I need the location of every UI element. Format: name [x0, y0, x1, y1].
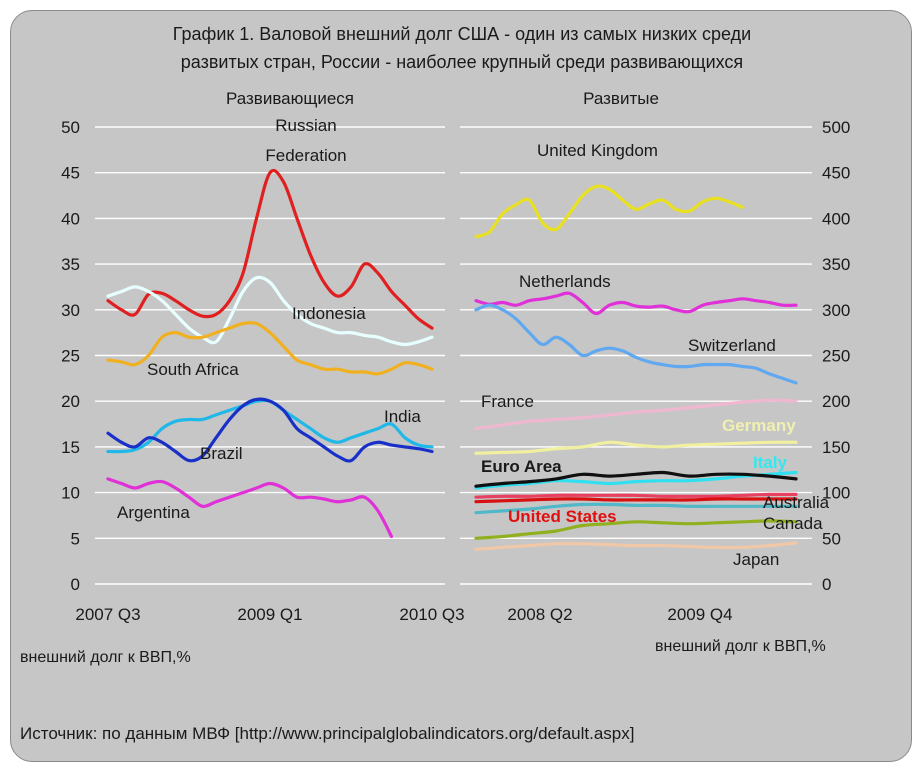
y-axis-label-right: внешний долг к ВВП,%	[655, 638, 826, 655]
label-brazil: Brazil	[200, 444, 243, 463]
panel-heading-developed: Развитые	[583, 89, 659, 108]
series-line-argentina	[106, 477, 394, 539]
developed-y-tick-150: 150	[822, 438, 850, 457]
series-line-japan-second-line	[474, 519, 798, 540]
label-united-kingdom: United Kingdom	[537, 141, 658, 160]
developing-x-tick-2010-q3: 2010 Q3	[399, 605, 464, 624]
developed-x-tick-2008-q2: 2008 Q2	[507, 605, 572, 624]
series-line-australia	[474, 492, 798, 499]
series-line-switzerland	[474, 303, 798, 385]
developing-y-tick-5: 5	[71, 529, 80, 548]
label-russian-line1: Russian	[275, 116, 336, 135]
developed-y-tick-100: 100	[822, 484, 850, 503]
series-line-brazil	[106, 397, 434, 463]
series-line-france	[474, 398, 798, 431]
label-indonesia: Indonesia	[292, 304, 366, 323]
series-line-canada	[474, 502, 798, 515]
developed-y-tick-0: 0	[822, 575, 831, 594]
right-y-tick-labels: 0 50 100 150 200 250 300 350 400 450 500	[822, 118, 850, 594]
developed-y-tick-450: 450	[822, 164, 850, 183]
series-line-japan	[474, 541, 798, 551]
developed-y-tick-350: 350	[822, 255, 850, 274]
series-line-united-states	[474, 497, 798, 504]
developing-y-tick-15: 15	[61, 438, 80, 457]
developing-y-tick-35: 35	[61, 255, 80, 274]
chart-title-line-1: График 1. Валовой внешний долг США - оди…	[173, 24, 751, 44]
left-series-lines	[106, 168, 434, 539]
label-switzerland: Switzerland	[688, 336, 776, 355]
label-russian-line2: Federation	[265, 146, 346, 165]
label-germany: Germany	[722, 416, 796, 435]
label-euro-area: Euro Area	[481, 457, 562, 476]
series-line-indonesia	[106, 275, 434, 347]
developed-y-tick-500: 500	[822, 118, 850, 137]
right-series-lines	[474, 184, 798, 551]
right-x-tick-labels: 2008 Q2 2009 Q4	[507, 605, 732, 624]
developed-x-tick-2009-q4: 2009 Q4	[667, 605, 732, 624]
series-line-euro-area	[474, 470, 798, 488]
developing-y-tick-40: 40	[61, 209, 80, 228]
y-axis-label-left: внешний долг к ВВП,%	[20, 649, 191, 666]
left-x-tick-labels: 2007 Q3 2009 Q1 2010 Q3	[75, 605, 464, 624]
series-line-south-africa	[106, 321, 434, 376]
label-united-states: United States	[508, 507, 617, 526]
label-canada: Canada	[763, 514, 823, 533]
series-line-russian-federation	[106, 168, 434, 330]
label-australia: Australia	[763, 493, 830, 512]
label-netherlands: Netherlands	[519, 272, 611, 291]
developing-y-tick-50: 50	[61, 118, 80, 137]
developing-y-tick-30: 30	[61, 301, 80, 320]
developing-x-tick-2007-q3: 2007 Q3	[75, 605, 140, 624]
developed-y-tick-50: 50	[822, 529, 841, 548]
developed-y-tick-250: 250	[822, 347, 850, 366]
label-south-africa: South Africa	[147, 360, 239, 379]
series-line-germany	[474, 440, 798, 455]
series-line-netherlands	[474, 291, 798, 316]
left-y-tick-labels: 0 5 10 15 20 25 30 35 40 45 50	[61, 118, 80, 594]
developing-y-tick-20: 20	[61, 392, 80, 411]
chart-frame	[10, 10, 912, 762]
developed-y-tick-300: 300	[822, 301, 850, 320]
developing-y-tick-0: 0	[71, 575, 80, 594]
developing-y-tick-45: 45	[61, 164, 80, 183]
developed-y-tick-200: 200	[822, 392, 850, 411]
panel-heading-developing: Развивающиеся	[226, 89, 354, 108]
label-japan: Japan	[733, 550, 779, 569]
developing-x-tick-2009-q1: 2009 Q1	[237, 605, 302, 624]
developed-y-tick-400: 400	[822, 209, 850, 228]
label-argentina: Argentina	[117, 503, 190, 522]
label-france: France	[481, 392, 534, 411]
developing-y-tick-10: 10	[61, 484, 80, 503]
source-note: Источник: по данным МВФ [http://www.prin…	[20, 724, 634, 743]
chart-title-line-2: развитых стран, России - наиболее крупны…	[181, 52, 743, 72]
label-india: India	[384, 407, 421, 426]
series-line-italy	[474, 470, 798, 490]
label-italy: Italy	[753, 453, 788, 472]
developing-y-tick-25: 25	[61, 347, 80, 366]
series-line-united-kingdom	[474, 184, 745, 239]
